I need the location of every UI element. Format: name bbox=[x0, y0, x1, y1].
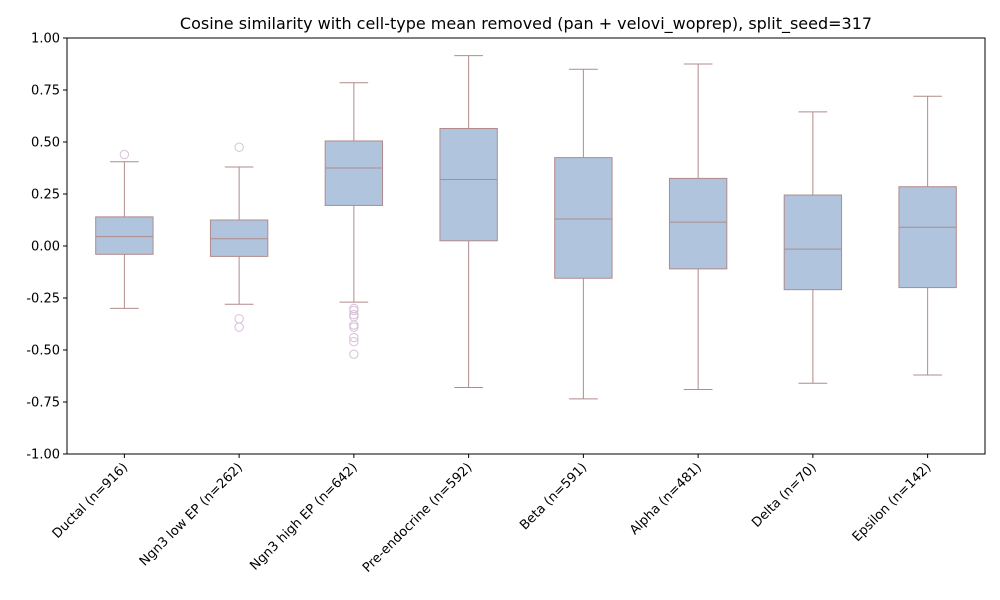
box-iqr bbox=[324, 140, 384, 206]
outlier-point bbox=[349, 332, 359, 343]
x-tick-label: Ductal (n=916) bbox=[50, 460, 132, 542]
outlier-point bbox=[349, 320, 359, 330]
box-group bbox=[554, 68, 613, 400]
box-group bbox=[439, 55, 498, 388]
y-tick-label: -0.50 bbox=[26, 344, 60, 359]
outlier-point bbox=[349, 312, 359, 322]
box-series bbox=[95, 55, 957, 400]
y-tick-label: 1.00 bbox=[31, 32, 60, 47]
x-axis: Ductal (n=916) Ngn3 low EP (n=262) Ngn3 hi… bbox=[50, 454, 935, 576]
outlier-point bbox=[349, 349, 359, 359]
outlier-point bbox=[234, 322, 244, 332]
x-tick-label: Ngn3 low EP (n=262) bbox=[137, 460, 246, 569]
x-tick-label: Delta (n=70) bbox=[749, 460, 819, 530]
box-group bbox=[898, 95, 957, 376]
chart-title: Cosine similarity with cell-type mean re… bbox=[180, 14, 872, 34]
x-tick-label: Beta (n=591) bbox=[517, 460, 590, 533]
outlier-point bbox=[349, 336, 359, 347]
y-tick-label: 0.75 bbox=[31, 84, 60, 99]
x-tick-label: Epsilon (n=142) bbox=[850, 460, 935, 545]
x-tick-label: Pre-endocrine (n=592) bbox=[360, 460, 476, 576]
box-group bbox=[783, 111, 843, 384]
box-iqr bbox=[95, 216, 154, 255]
y-tick-label: -0.25 bbox=[26, 292, 60, 307]
box-iqr bbox=[668, 177, 728, 270]
box-iqr bbox=[783, 194, 843, 291]
y-tick-label: -1.00 bbox=[26, 448, 60, 463]
y-tick-label: 0.50 bbox=[31, 136, 60, 151]
outlier-point bbox=[234, 314, 244, 324]
x-tick-label: Ngn3 high EP (n=642) bbox=[247, 460, 360, 573]
box-iqr bbox=[209, 219, 269, 257]
outlier-point bbox=[349, 305, 359, 316]
outlier-point bbox=[234, 142, 244, 152]
box-iqr bbox=[439, 127, 498, 242]
box-group bbox=[668, 63, 728, 391]
box-iqr bbox=[554, 157, 613, 279]
box-group bbox=[324, 82, 384, 359]
y-axis: -1.00 -0.75 -0.50 -0.25 0.00 0.25 0.50 0.75 1.00 bbox=[26, 32, 67, 463]
outlier-point bbox=[349, 322, 359, 332]
outlier-point bbox=[119, 149, 130, 160]
y-tick-label: 0.25 bbox=[31, 188, 60, 203]
y-tick-label: 0.00 bbox=[31, 240, 60, 255]
x-tick-label: Alpha (n=481) bbox=[627, 460, 705, 538]
box-group bbox=[209, 142, 269, 332]
y-tick-label: -0.75 bbox=[26, 396, 60, 411]
plot-area-frame bbox=[66, 37, 986, 455]
box-group bbox=[95, 149, 154, 309]
box-iqr bbox=[898, 186, 957, 289]
